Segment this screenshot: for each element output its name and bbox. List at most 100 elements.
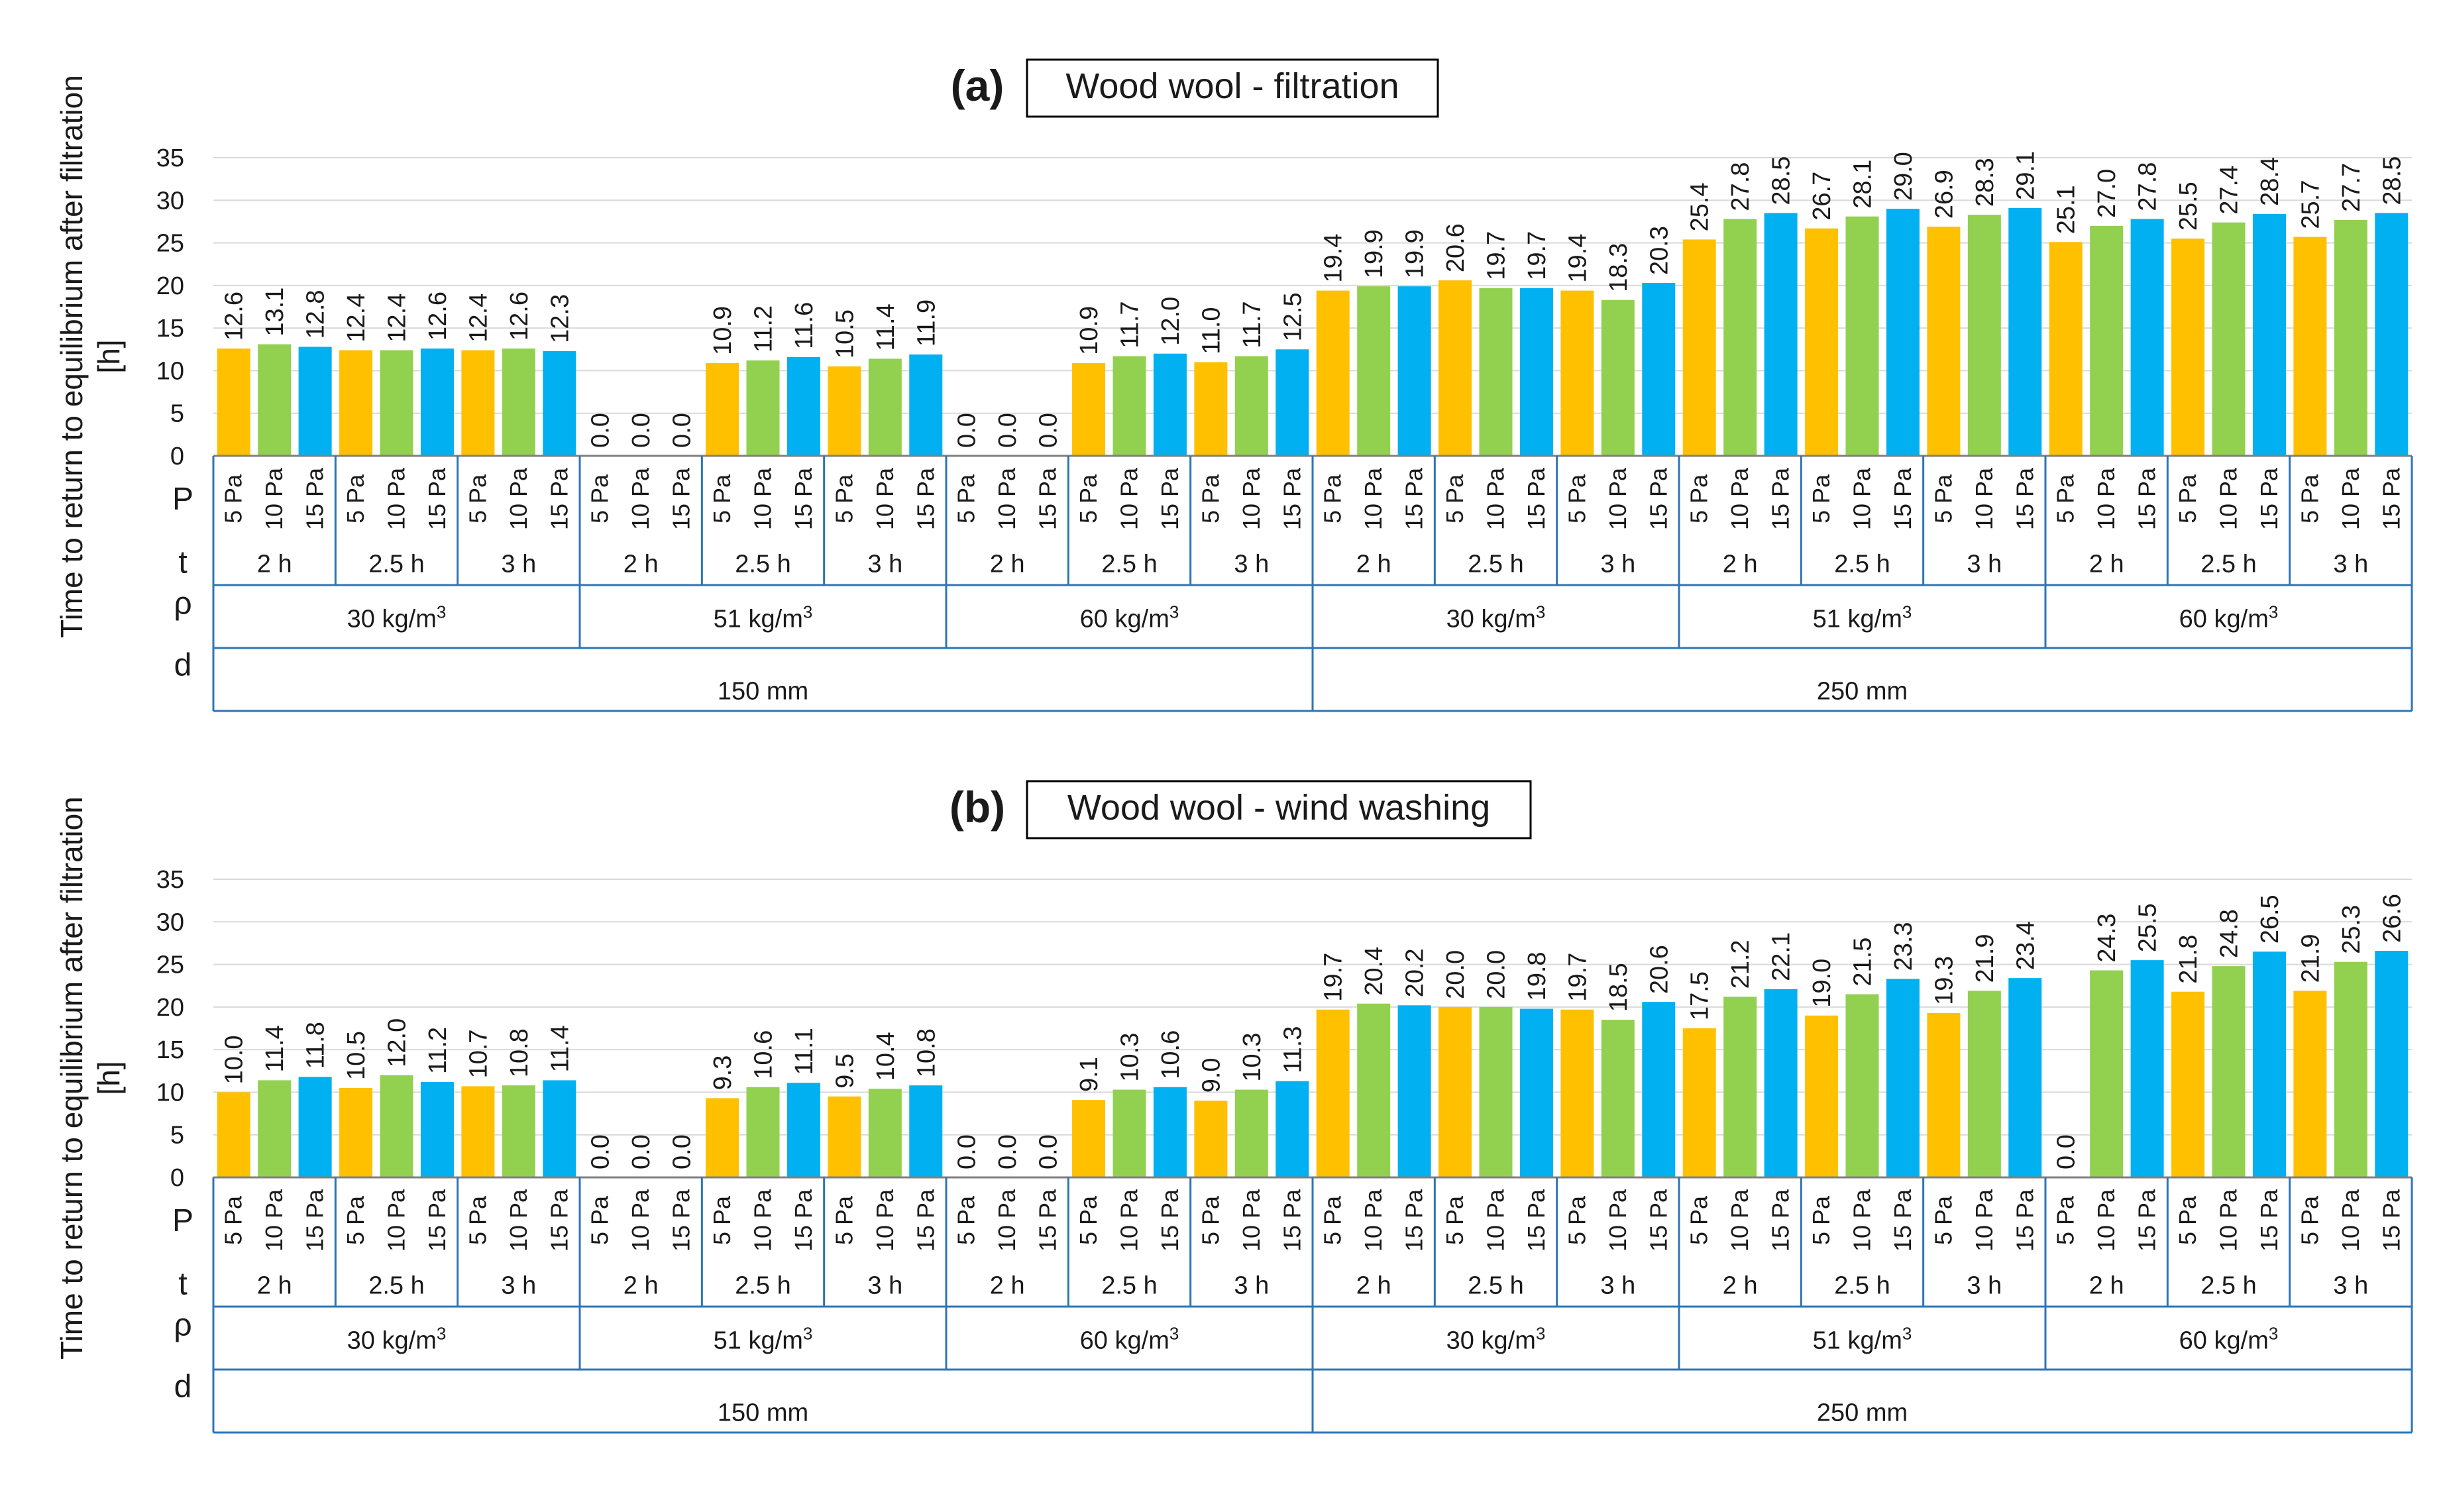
- data-label: 24.8: [2216, 909, 2244, 958]
- data-label: 11.6: [790, 302, 818, 349]
- panel-label: (a): [951, 61, 1004, 110]
- time-label: 3 h: [867, 551, 902, 578]
- bar: [1357, 1003, 1391, 1177]
- data-label: 28.1: [1849, 160, 1877, 209]
- time-label: 2.5 h: [1101, 551, 1158, 578]
- density-label-text: 51 kg/m: [714, 606, 803, 633]
- time-label: 3 h: [501, 551, 536, 578]
- bar: [2375, 951, 2409, 1177]
- pressure-label: 10 Pa: [1726, 1189, 1753, 1252]
- pressure-label: 10 Pa: [1604, 467, 1631, 530]
- time-label: 2 h: [990, 1272, 1025, 1300]
- data-label: 19.9: [1360, 229, 1388, 278]
- y-tick-label: 35: [156, 144, 184, 172]
- pressure-label: 5 Pa: [342, 474, 369, 523]
- bar: [706, 1098, 739, 1177]
- bar: [1153, 1087, 1187, 1177]
- data-label: 12.4: [464, 294, 492, 343]
- data-label: 25.5: [2175, 182, 2202, 231]
- data-label: 21.9: [1971, 934, 1999, 983]
- pressure-label: 15 Pa: [668, 467, 695, 530]
- pressure-label: 15 Pa: [1401, 467, 1428, 530]
- y-tick-label: 15: [156, 315, 184, 343]
- time-label: 3 h: [1600, 1272, 1635, 1300]
- data-label: 0.0: [994, 413, 1022, 448]
- pressure-label: 15 Pa: [1156, 467, 1183, 530]
- data-label: 20.4: [1360, 947, 1388, 996]
- density-label-text: 60 kg/m: [2179, 606, 2269, 633]
- y-axis-label-line: Time to return to equilibrium after filt…: [54, 75, 89, 638]
- density-label-text: 60 kg/m: [1080, 1327, 1169, 1355]
- data-label: 17.5: [1686, 971, 1714, 1020]
- time-label: 2 h: [1356, 551, 1391, 578]
- y-axis-label: Time to return to equilibrium after filt…: [54, 75, 126, 638]
- title-box: [1026, 58, 1439, 118]
- data-label: 26.7: [1808, 172, 1836, 221]
- pressure-label: 15 Pa: [2255, 1189, 2283, 1252]
- data-label: 19.4: [1320, 234, 1348, 283]
- data-label: 0.0: [669, 413, 696, 448]
- time-label: 3 h: [1234, 1272, 1269, 1300]
- pressure-label: 15 Pa: [423, 467, 451, 530]
- pressure-label: 15 Pa: [1523, 467, 1550, 530]
- density-label-exponent: 3: [437, 602, 446, 622]
- pressure-label: 15 Pa: [1767, 467, 1794, 530]
- data-label: 12.6: [424, 292, 452, 341]
- data-label: 11.0: [1197, 307, 1225, 354]
- pressure-label: 10 Pa: [1482, 467, 1509, 530]
- bar: [1642, 1002, 1676, 1177]
- pressure-label: 10 Pa: [1360, 1189, 1387, 1252]
- pressure-label: 5 Pa: [708, 474, 735, 523]
- thickness-label: 150 mm: [718, 1399, 808, 1427]
- bar: [461, 350, 495, 456]
- bar: [1275, 1081, 1309, 1177]
- time-label: 2.5 h: [1468, 1272, 1524, 1300]
- data-label: 21.9: [2297, 934, 2324, 983]
- pressure-label: 15 Pa: [1278, 467, 1305, 530]
- data-label: 20.0: [1442, 950, 1470, 999]
- density-label-exponent: 3: [1536, 1324, 1545, 1344]
- pressure-label: 5 Pa: [830, 474, 857, 523]
- bar: [1194, 362, 1228, 456]
- data-label: 10.9: [709, 306, 737, 355]
- pressure-label: 15 Pa: [912, 467, 939, 530]
- time-label: 2.5 h: [735, 551, 791, 578]
- data-label: 12.6: [221, 292, 248, 341]
- data-label: 19.3: [1930, 956, 1958, 1005]
- bar: [1845, 216, 1879, 456]
- y-tick-label: 15: [156, 1036, 184, 1064]
- pressure-label: 5 Pa: [1929, 474, 1957, 523]
- bar: [746, 1087, 780, 1177]
- pressure-label: 5 Pa: [1319, 474, 1346, 523]
- data-label: 25.3: [2338, 905, 2365, 954]
- pressure-label: 5 Pa: [1686, 474, 1713, 523]
- bar: [1927, 227, 1961, 456]
- pressure-label: 15 Pa: [2134, 467, 2161, 530]
- data-label: 26.6: [2378, 894, 2406, 943]
- bar: [2171, 991, 2205, 1177]
- bar: [2252, 213, 2286, 456]
- data-label: 11.7: [1116, 301, 1144, 348]
- density-label-text: 51 kg/m: [714, 1327, 803, 1355]
- bar: [1112, 1089, 1146, 1177]
- time-label: 3 h: [1967, 1272, 2002, 1300]
- bar: [502, 349, 535, 456]
- bar: [2171, 239, 2205, 456]
- data-label: 20.0: [1483, 950, 1511, 999]
- row-label-p: P: [172, 1203, 193, 1238]
- bar: [380, 1075, 413, 1177]
- bar: [1438, 280, 1472, 456]
- bar: [1479, 1006, 1513, 1177]
- time-label: 2 h: [257, 1272, 292, 1300]
- pressure-label: 5 Pa: [1563, 1195, 1590, 1245]
- pressure-label: 10 Pa: [383, 467, 410, 530]
- density-label: 51 kg/m3: [1813, 1324, 1912, 1355]
- pressure-label: 15 Pa: [301, 1189, 329, 1252]
- data-label: 20.2: [1401, 948, 1429, 997]
- data-label: 11.2: [424, 1027, 452, 1074]
- density-label: 30 kg/m3: [347, 1324, 447, 1355]
- data-label: 0.0: [2053, 1134, 2081, 1169]
- data-label: 24.3: [2093, 914, 2121, 963]
- data-label: 18.5: [1605, 963, 1633, 1012]
- time-label: 3 h: [1967, 551, 2002, 578]
